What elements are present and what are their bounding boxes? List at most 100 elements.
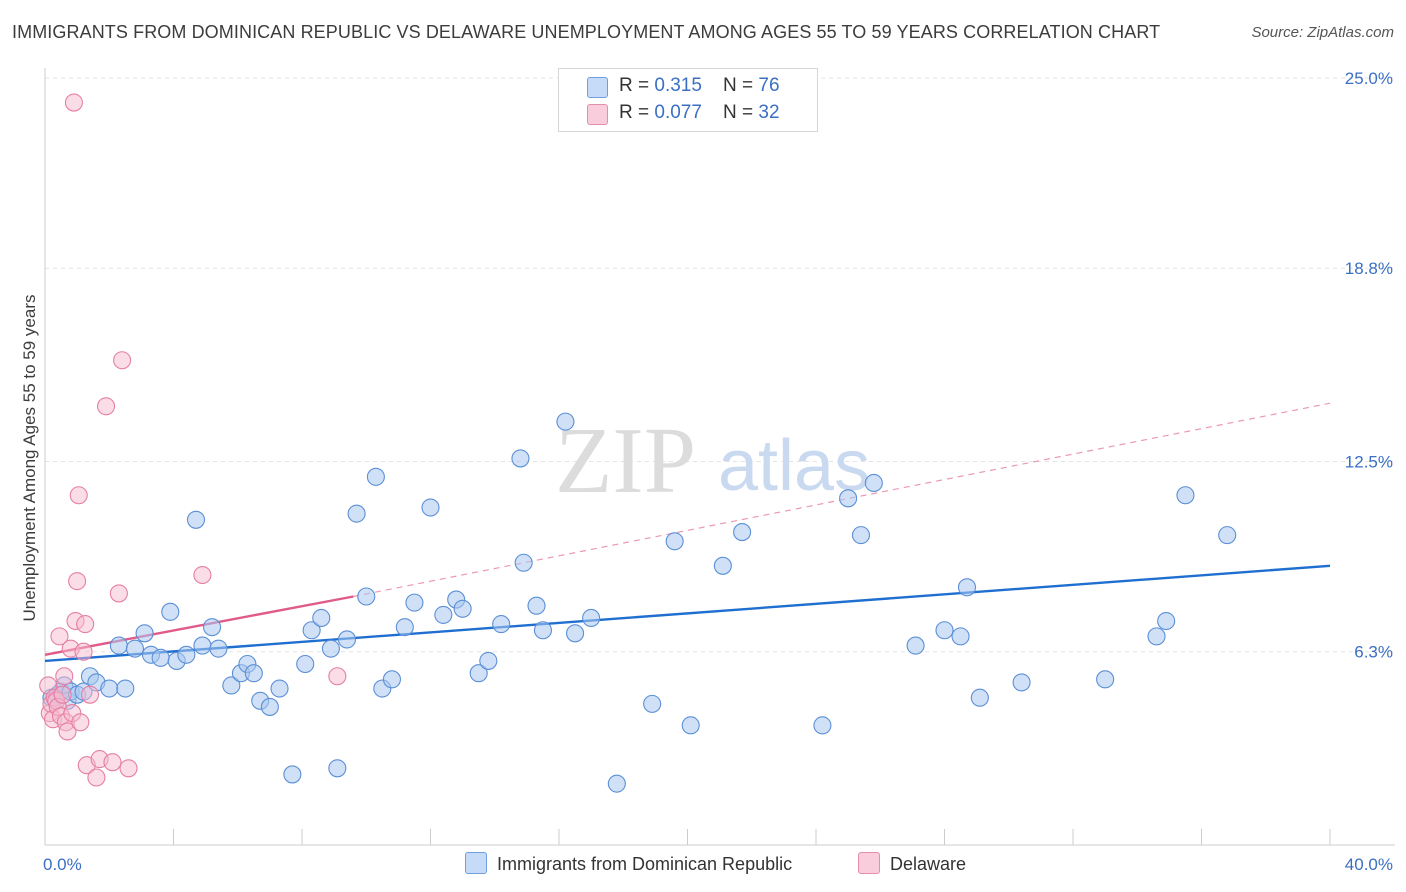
point-immigrants bbox=[582, 608, 601, 628]
point-immigrants bbox=[951, 627, 970, 646]
point-immigrants bbox=[665, 532, 684, 551]
legend-swatch-pink bbox=[587, 104, 608, 125]
y-tick-label: 25.0% bbox=[1345, 69, 1393, 88]
bottom-legend-swatch-blue bbox=[465, 852, 487, 874]
point-immigrants bbox=[479, 651, 498, 670]
point-immigrants bbox=[970, 688, 989, 707]
point-immigrants bbox=[839, 489, 858, 508]
point-delaware bbox=[50, 627, 69, 646]
watermark-zip: ZIP bbox=[555, 409, 696, 513]
point-immigrants bbox=[813, 716, 832, 735]
point-immigrants bbox=[395, 618, 414, 637]
legend-n-label: N = bbox=[723, 102, 759, 123]
point-immigrants bbox=[514, 553, 533, 572]
point-delaware bbox=[119, 759, 138, 778]
point-immigrants bbox=[453, 599, 472, 618]
point-immigrants bbox=[177, 645, 196, 664]
trend-line-immigrants bbox=[44, 564, 1331, 663]
legend-r-value: 0.315 bbox=[654, 75, 702, 96]
point-immigrants bbox=[469, 664, 488, 683]
point-delaware bbox=[103, 753, 122, 772]
legend-n-value: 32 bbox=[758, 102, 780, 123]
point-immigrants bbox=[1012, 673, 1031, 692]
point-immigrants bbox=[357, 587, 376, 606]
point-delaware bbox=[58, 722, 77, 741]
point-delaware bbox=[76, 615, 95, 634]
point-delaware bbox=[109, 584, 128, 603]
bottom-legend-swatch-pink bbox=[858, 852, 880, 874]
point-immigrants bbox=[283, 765, 302, 784]
point-immigrants bbox=[270, 679, 289, 698]
legend-r-value: 0.077 bbox=[654, 102, 702, 123]
point-immigrants bbox=[186, 510, 206, 529]
trend-line-delaware bbox=[44, 595, 354, 656]
point-delaware bbox=[80, 685, 100, 704]
point-immigrants bbox=[713, 556, 732, 575]
point-delaware bbox=[55, 667, 74, 686]
point-immigrants bbox=[864, 473, 883, 493]
legend-n-label: N = bbox=[723, 75, 759, 96]
point-immigrants bbox=[100, 679, 119, 698]
legend-swatch-blue bbox=[587, 77, 608, 98]
point-immigrants bbox=[125, 639, 144, 658]
point-immigrants bbox=[556, 412, 575, 431]
data-points bbox=[39, 93, 1237, 793]
point-immigrants bbox=[1176, 486, 1195, 505]
point-immigrants bbox=[643, 694, 662, 713]
point-immigrants bbox=[321, 639, 340, 658]
point-immigrants bbox=[851, 526, 871, 545]
point-delaware bbox=[193, 565, 212, 585]
point-immigrants bbox=[733, 523, 752, 542]
point-immigrants bbox=[109, 636, 128, 655]
point-delaware bbox=[69, 486, 88, 505]
point-delaware bbox=[74, 642, 93, 661]
point-immigrants bbox=[347, 504, 366, 523]
point-immigrants bbox=[296, 654, 315, 674]
point-delaware bbox=[87, 768, 106, 787]
point-delaware bbox=[113, 351, 132, 370]
point-immigrants bbox=[421, 498, 440, 517]
point-immigrants bbox=[209, 639, 228, 658]
point-immigrants bbox=[161, 602, 180, 621]
point-immigrants bbox=[511, 449, 530, 468]
point-delaware bbox=[68, 572, 87, 591]
point-delaware bbox=[96, 397, 116, 416]
point-immigrants bbox=[492, 615, 511, 634]
point-immigrants bbox=[935, 621, 954, 640]
legend-r-label: R = bbox=[619, 75, 655, 96]
point-immigrants bbox=[906, 636, 925, 655]
point-immigrants bbox=[1157, 611, 1176, 631]
point-immigrants bbox=[405, 593, 424, 612]
legend-r-label: R = bbox=[619, 102, 655, 123]
point-immigrants bbox=[681, 716, 700, 735]
point-immigrants bbox=[533, 621, 552, 640]
point-immigrants bbox=[244, 664, 263, 683]
bottom-legend-immigrants: Immigrants from Dominican Republic bbox=[465, 852, 792, 875]
point-immigrants bbox=[337, 630, 357, 649]
point-immigrants bbox=[222, 676, 241, 695]
point-immigrants bbox=[607, 774, 626, 793]
point-immigrants bbox=[434, 605, 453, 624]
chart-title: IMMIGRANTS FROM DOMINICAN REPUBLIC VS DE… bbox=[12, 22, 1161, 42]
point-immigrants bbox=[1096, 670, 1115, 689]
source-label: Source: ZipAtlas.com bbox=[1251, 24, 1394, 41]
bottom-legend-delaware: Delaware bbox=[858, 852, 966, 875]
point-immigrants bbox=[116, 679, 135, 698]
point-immigrants bbox=[203, 618, 222, 637]
point-immigrants bbox=[527, 596, 546, 615]
point-immigrants bbox=[1218, 526, 1237, 545]
y-tick-label: 12.5% bbox=[1345, 453, 1393, 472]
point-delaware bbox=[328, 667, 347, 686]
point-immigrants bbox=[151, 648, 170, 667]
bottom-legend-label: Delaware bbox=[890, 854, 967, 874]
point-immigrants bbox=[328, 759, 347, 778]
point-immigrants bbox=[193, 636, 212, 655]
point-immigrants bbox=[260, 697, 279, 716]
point-delaware bbox=[64, 93, 83, 112]
y-tick-label: 6.3% bbox=[1354, 643, 1393, 662]
point-immigrants bbox=[302, 621, 321, 640]
point-immigrants bbox=[382, 670, 402, 689]
correlation-legend: R = 0.315 N = 76 R = 0.077 N = 32 bbox=[558, 68, 818, 132]
point-immigrants bbox=[1147, 627, 1166, 646]
